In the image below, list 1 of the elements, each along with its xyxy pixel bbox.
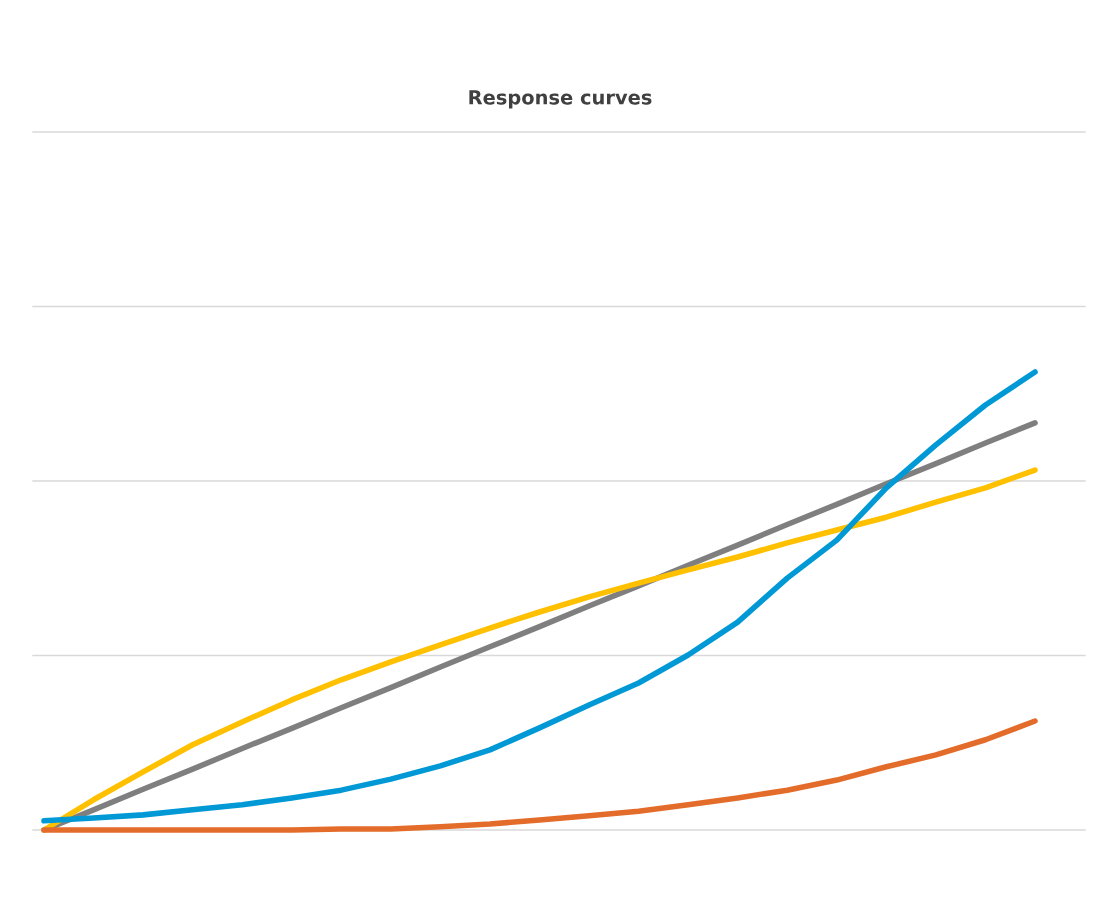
chart-title: Response curves [469, 90, 652, 109]
